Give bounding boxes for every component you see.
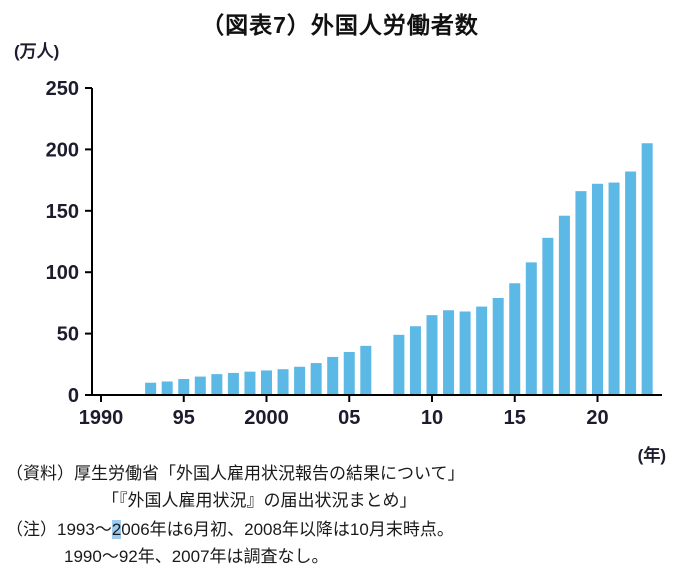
source-block: （資料）厚生労働省「外国人雇用状況報告の結果について」 「『外国人雇用状況』の届… xyxy=(6,460,676,514)
x-tick-label: 2000 xyxy=(244,407,289,429)
bar-2020 xyxy=(592,183,603,395)
source-line-2: 「『外国人雇用状況』の届出状況まとめ」 xyxy=(102,491,417,510)
bar-2008 xyxy=(393,334,405,395)
bar-2013 xyxy=(476,306,488,395)
chart-title: （図表7）外国人労働者数 xyxy=(201,12,479,38)
note-label: （注） xyxy=(6,520,57,539)
bar-2017 xyxy=(542,237,554,395)
note-text-post: 006年は6月初、2008年以降は10月末時点。 xyxy=(121,520,454,539)
bar-2002 xyxy=(294,366,306,395)
bar-2018 xyxy=(558,215,570,395)
y-tick-label: 200 xyxy=(46,139,79,161)
bar-2015 xyxy=(509,283,521,395)
note-line-1: （注）1993〜2006年は6月初、2008年以降は10月末時点。 xyxy=(6,516,676,543)
bar-1993 xyxy=(145,382,157,395)
bar-2021 xyxy=(608,182,620,395)
bar-1998 xyxy=(227,372,239,395)
bar-2014 xyxy=(492,297,504,395)
y-axis-unit-label: (万人) xyxy=(14,42,60,61)
x-axis-unit-label: (年) xyxy=(637,446,666,465)
bar-2006 xyxy=(360,345,372,395)
x-tick-label: 15 xyxy=(504,407,526,429)
y-tick-label: 0 xyxy=(68,385,79,407)
x-tick-label: 20 xyxy=(586,407,608,429)
note-block: （注）1993〜2006年は6月初、2008年以降は10月末時点。 1990〜9… xyxy=(6,516,676,570)
bar-1996 xyxy=(194,376,206,395)
note-highlighted-char: 2 xyxy=(111,520,122,539)
bar-2022 xyxy=(625,171,637,395)
bar-1994 xyxy=(161,381,173,395)
bar-1997 xyxy=(211,374,223,395)
bar-2016 xyxy=(525,262,537,395)
bar-chart-plot: 0 50 100 150 200 250 1990 95 2000 05 10 15 20 xyxy=(46,78,662,429)
bar-2000 xyxy=(261,370,272,395)
bar-2012 xyxy=(459,311,471,395)
note-text-pre: 1993〜 xyxy=(57,520,112,539)
y-tick-label: 150 xyxy=(46,201,79,223)
x-tick-label: 95 xyxy=(173,407,195,429)
bar-2023 xyxy=(641,143,653,395)
x-tick-label: 10 xyxy=(421,407,443,429)
bar-2001 xyxy=(277,369,289,395)
bar-2019 xyxy=(575,191,587,395)
bar-2004 xyxy=(327,356,339,395)
y-tick-label: 100 xyxy=(46,262,79,284)
y-tick-label: 250 xyxy=(46,78,79,100)
bar-2009 xyxy=(409,326,421,395)
bar-2005 xyxy=(343,352,355,395)
bar-1999 xyxy=(244,371,256,395)
bar-2011 xyxy=(443,310,455,395)
x-tick-label: 05 xyxy=(338,407,360,429)
x-tick-label: 1990 xyxy=(79,407,124,429)
bar-2003 xyxy=(310,363,322,395)
source-line-1: （資料）厚生労働省「外国人雇用状況報告の結果について」 xyxy=(6,464,465,483)
bar-1995 xyxy=(178,379,190,395)
y-tick-label: 50 xyxy=(57,324,79,346)
bar-2010 xyxy=(426,315,438,395)
note-line-2: 1990〜92年、2007年は調査なし。 xyxy=(64,547,329,566)
